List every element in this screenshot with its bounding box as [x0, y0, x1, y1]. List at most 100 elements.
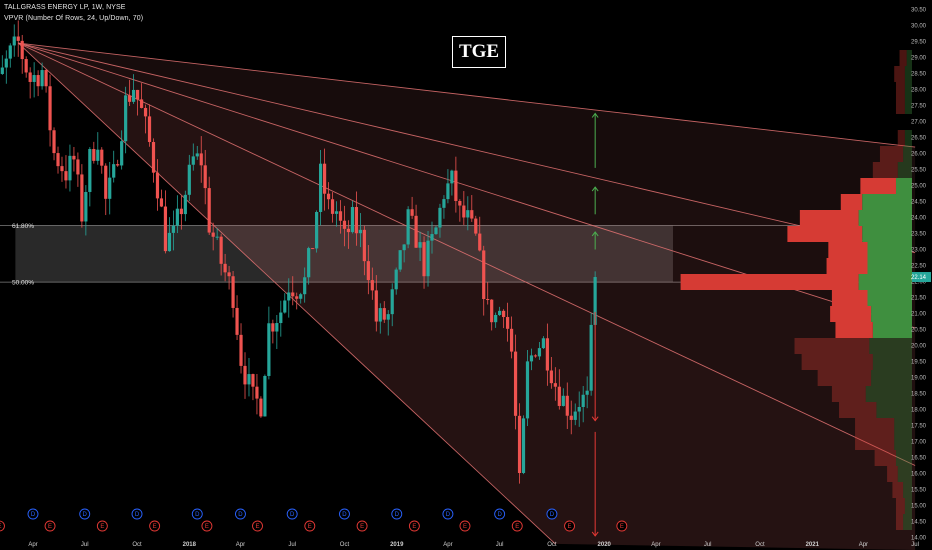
candle-body [60, 166, 64, 172]
candle-body [215, 236, 219, 238]
volume-bar-up [872, 354, 912, 370]
candle-body [28, 72, 32, 82]
candle-body [4, 58, 8, 68]
fan-lines-layer [17, 42, 916, 550]
candle-body [235, 307, 239, 335]
price-tick-label: 25.50 [911, 168, 927, 174]
price-tick-label: 22.50 [911, 264, 927, 270]
price-tick-label: 21.00 [911, 312, 927, 318]
candle-body [211, 232, 215, 237]
candle-body [338, 211, 343, 221]
event-marker-label: D [135, 512, 140, 518]
candle-body [513, 351, 518, 416]
time-tick-label: Apr [443, 542, 452, 548]
candle-body [585, 390, 589, 395]
dividend-marker [442, 508, 454, 520]
volume-bar-down [835, 322, 873, 338]
price-tick-label: 29.00 [911, 56, 927, 62]
candle-body [581, 394, 585, 408]
event-marker-label: E [515, 524, 519, 530]
earnings-marker [616, 520, 628, 532]
candle-body [255, 386, 259, 399]
earnings-marker [304, 520, 316, 532]
candle-body [251, 374, 255, 387]
target-arrow-head [591, 112, 599, 118]
candle-body [143, 107, 148, 117]
candle-body [549, 370, 553, 384]
candle-body [342, 220, 347, 229]
price-tick-label: 17.00 [911, 440, 927, 446]
candle-body [553, 383, 557, 387]
candle-body [565, 395, 569, 416]
volume-bar-up [906, 50, 912, 66]
volume-bar-up [871, 370, 912, 386]
candle-body [529, 355, 534, 362]
candle-body [96, 149, 100, 161]
volume-bar-down [831, 290, 868, 306]
price-tick-label: 16.50 [911, 456, 927, 462]
volume-bar-down [894, 66, 905, 82]
candle-body [104, 165, 108, 199]
event-marker-label: E [153, 524, 157, 530]
candle-body [402, 244, 406, 251]
target-arrows-layer [591, 112, 599, 537]
candle-body [466, 210, 470, 218]
volume-bar-up [894, 434, 912, 450]
volume-bar-up [895, 178, 912, 194]
event-marker-label: D [342, 512, 347, 518]
time-tick-label: Apr [28, 542, 37, 548]
volume-bar-down [828, 242, 868, 258]
candle-body [315, 211, 319, 249]
volume-bar-down [872, 162, 898, 178]
candle-body [84, 191, 88, 222]
indicator-label[interactable]: VPVR (Number Of Rows, 24, Up/Down, 70) [4, 15, 144, 22]
volume-bar-up [903, 514, 912, 530]
time-tick-label: Apr [651, 542, 660, 548]
candle-body [410, 209, 414, 216]
candle-body [227, 272, 231, 277]
earnings-marker [459, 520, 471, 532]
candle-body [48, 86, 52, 131]
candle-body [454, 170, 458, 201]
candle-body [175, 208, 179, 226]
dividend-marker [131, 508, 143, 520]
candle-body [267, 323, 271, 376]
current-price-badge [912, 272, 931, 283]
candle-body [32, 75, 36, 82]
event-marker-label: E [256, 524, 260, 530]
volume-profile-layer [680, 50, 912, 530]
candle-body [374, 290, 378, 322]
volume-bar-down [839, 402, 877, 418]
earnings-marker [356, 520, 368, 532]
volume-bar-down [830, 306, 872, 322]
event-marker-label: E [48, 524, 52, 530]
volume-bar-up [904, 82, 912, 98]
candle-body [88, 149, 92, 192]
dividend-marker [494, 508, 506, 520]
event-marker-label: D [290, 512, 295, 518]
volume-bar-up [903, 482, 912, 498]
candle-body [474, 218, 478, 234]
price-tick-label: 16.00 [911, 472, 927, 478]
candle-body [163, 206, 168, 252]
target-arrow-head [591, 531, 599, 537]
event-marker-label: E [0, 524, 1, 530]
candle-body [490, 299, 494, 323]
volume-bar-up [865, 386, 912, 402]
candle-body [434, 227, 438, 235]
price-tick-label: 24.50 [911, 200, 927, 206]
candle-body [16, 36, 20, 41]
dividend-marker [27, 508, 39, 520]
candle-body [100, 149, 104, 166]
candle-body [44, 70, 48, 87]
time-tick-label: Apr [236, 542, 245, 548]
dividend-marker [286, 508, 298, 520]
price-tick-label: 14.50 [911, 520, 927, 526]
candle-body [486, 299, 490, 301]
candle-body [76, 159, 80, 175]
time-tick-label: 2019 [390, 542, 404, 548]
price-tick-label: 21.50 [911, 296, 927, 302]
price-tick-label: 19.00 [911, 376, 927, 382]
candle-body [203, 165, 207, 189]
